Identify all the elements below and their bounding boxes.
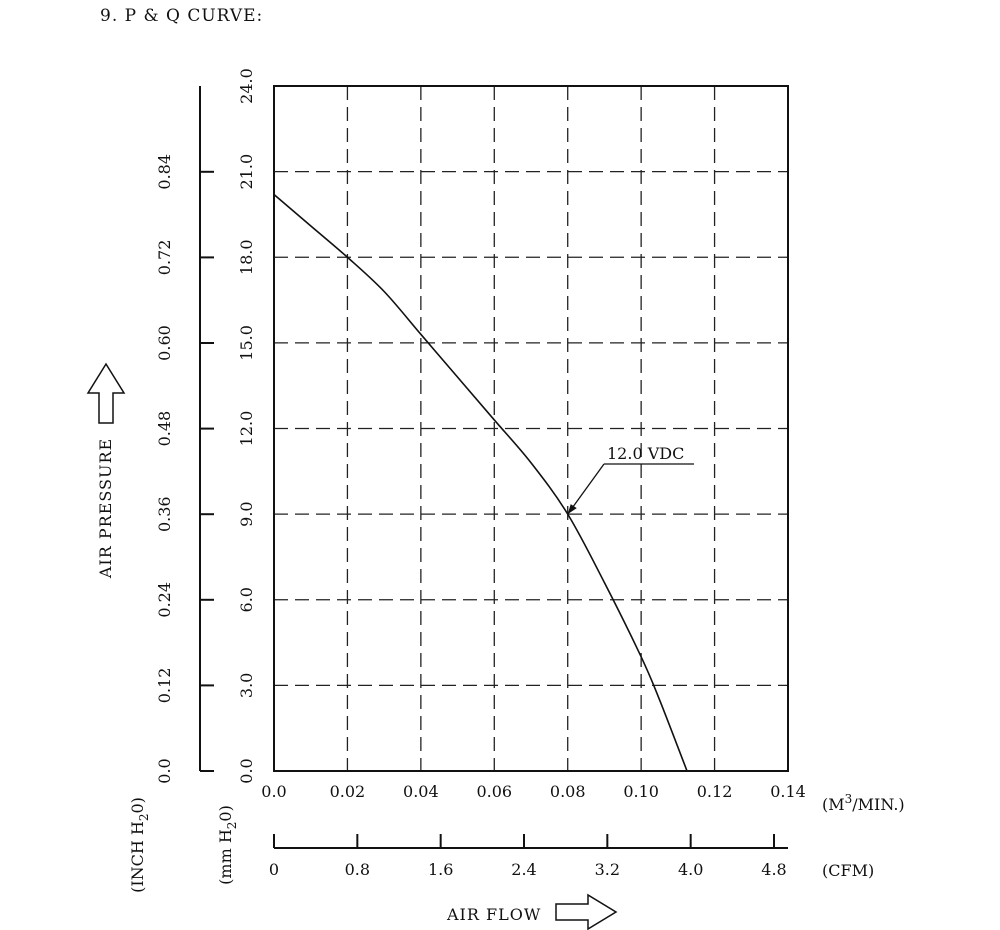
annotation-arrowhead [567, 504, 577, 515]
x-axis-title: AIR FLOW [446, 905, 541, 924]
cfm-tick-label: 3.2 [595, 860, 620, 879]
cfm-tick-label: 4.8 [761, 860, 786, 879]
cfm-tick-label: 1.6 [428, 860, 453, 879]
x-tick-label: 0.06 [476, 782, 512, 801]
up-arrow-icon [86, 362, 126, 424]
inch-tick-label: 0.0 [155, 758, 174, 783]
y-axis-unit-mm-h2o: (mm H20) [216, 805, 239, 885]
inch-tick-label: 0.24 [155, 582, 174, 618]
series-line-12vdc [273, 193, 688, 772]
page-heading: 9. P & Q CURVE: [100, 6, 264, 26]
cfm-tick-label: 0.8 [345, 860, 370, 879]
cfm-tick-label: 0 [269, 860, 279, 879]
y-tick-label: 24.0 [237, 68, 256, 104]
y-tick-label: 0.0 [237, 758, 256, 783]
inch-tick-label: 0.48 [155, 411, 174, 447]
annotation-leader-line [567, 463, 605, 515]
y-tick-label: 12.0 [237, 411, 256, 447]
x-tick-label: 0.0 [261, 782, 286, 801]
y-tick-label: 21.0 [237, 154, 256, 190]
y-axis-unit-inch-h2o: (INCH H20) [128, 797, 151, 893]
y-tick-label: 3.0 [237, 673, 256, 698]
inch-tick-label: 0.12 [155, 668, 174, 704]
x-tick-label: 0.10 [623, 782, 659, 801]
y-tick-label: 6.0 [237, 587, 256, 612]
cfm-tick-label: 2.4 [511, 860, 536, 879]
x-axis-unit-m3min: (M3/MIN.) [822, 792, 905, 814]
x-axis-unit-cfm: (CFM) [822, 861, 874, 880]
inch-tick-label: 0.60 [155, 325, 174, 361]
inch-tick-label: 0.84 [155, 154, 174, 190]
inch-tick-label: 0.72 [155, 240, 174, 276]
x-tick-label: 0.14 [770, 782, 806, 801]
y-axis-title: AIR PRESSURE [96, 438, 115, 579]
cfm-tick-label: 4.0 [678, 860, 703, 879]
annotation-label: 12.0 VDC [607, 444, 684, 463]
x-tick-label: 0.04 [403, 782, 439, 801]
right-arrow-icon [555, 893, 618, 930]
x-tick-label: 0.02 [330, 782, 366, 801]
x-tick-label: 0.08 [550, 782, 586, 801]
inch-tick-label: 0.36 [155, 496, 174, 532]
x-tick-label: 0.12 [697, 782, 733, 801]
plot-frame [273, 85, 789, 772]
y-tick-label: 9.0 [237, 501, 256, 526]
y-tick-label: 15.0 [237, 325, 256, 361]
y-tick-label: 18.0 [237, 239, 256, 275]
